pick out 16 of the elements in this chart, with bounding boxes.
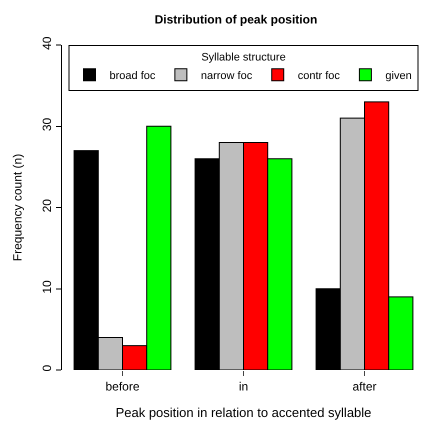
y-tick-label: 20 [40, 198, 54, 212]
x-tick-label: before [105, 379, 140, 394]
legend-title: Syllable structure [201, 51, 286, 64]
y-tick-label: 30 [40, 117, 54, 132]
y-tick-label: 0 [40, 364, 54, 372]
x-axis-title: Peak position in relation to accented syllable [116, 405, 372, 420]
x-tick-label: in [238, 379, 248, 394]
y-tick-label: 10 [40, 280, 54, 294]
y-axis-title: Frequency count (n) [10, 154, 24, 262]
chart-title: Distribution of peak position [154, 12, 318, 26]
legend-label: given [385, 70, 412, 82]
legend-label: broad foc [110, 70, 156, 82]
legend-label: narrow foc [200, 70, 253, 82]
y-tick-label: 40 [40, 36, 54, 50]
x-tick-label: after [352, 379, 377, 394]
legend-label: contr foc [298, 70, 340, 82]
